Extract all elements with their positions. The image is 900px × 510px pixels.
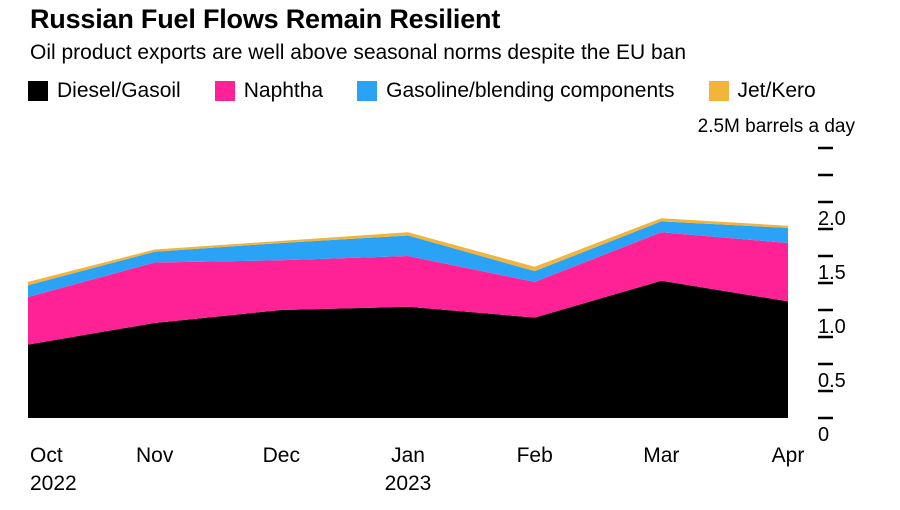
x-axis-label-month: Nov xyxy=(136,444,174,467)
chart-subtitle: Oil product exports are well above seaso… xyxy=(30,41,687,64)
legend-label: Diesel/Gasoil xyxy=(57,79,181,102)
x-axis-label-month: Mar xyxy=(643,444,679,467)
y-axis-label-1.0: 1.0 xyxy=(818,316,846,338)
area-series-0 xyxy=(28,280,788,418)
legend-swatch xyxy=(708,81,729,101)
legend-item-2: Gasoline/blending components xyxy=(357,79,675,103)
x-axis-label-month: Oct xyxy=(30,444,63,467)
legend-label: Gasoline/blending components xyxy=(386,79,675,102)
legend-swatch xyxy=(214,81,235,101)
area-series-1 xyxy=(28,232,788,345)
y-axis-label-0.5: 0.5 xyxy=(818,370,846,392)
legend-item-0: Diesel/Gasoil xyxy=(28,79,181,103)
x-axis-label-month: Apr xyxy=(772,444,805,467)
x-axis-label-year: 2022 xyxy=(30,472,77,495)
x-axis-label-month: Dec xyxy=(263,444,300,467)
y-axis-label-0: 0 xyxy=(818,424,829,446)
area-series-2 xyxy=(28,221,788,297)
y-axis-unit-label: 2.5M barrels a day xyxy=(697,116,855,137)
chart-title: Russian Fuel Flows Remain Resilient xyxy=(30,4,501,34)
legend-item-3: Jet/Kero xyxy=(708,79,816,103)
y-axis-label-1.5: 1.5 xyxy=(818,262,846,284)
legend-label: Naphtha xyxy=(243,79,324,102)
y-axis-label-2.0: 2.0 xyxy=(818,208,846,230)
x-axis-label-month: Feb xyxy=(517,444,553,467)
x-axis-label-month: Jan xyxy=(391,444,425,467)
x-axis-label-year: 2023 xyxy=(385,472,432,495)
legend-item-1: Naphtha xyxy=(214,79,324,103)
legend: Diesel/Gasoil Naphtha Gasoline/blending co… xyxy=(28,79,816,103)
legend-label: Jet/Kero xyxy=(737,79,816,102)
legend-swatch xyxy=(357,81,378,101)
legend-swatch xyxy=(28,81,48,101)
